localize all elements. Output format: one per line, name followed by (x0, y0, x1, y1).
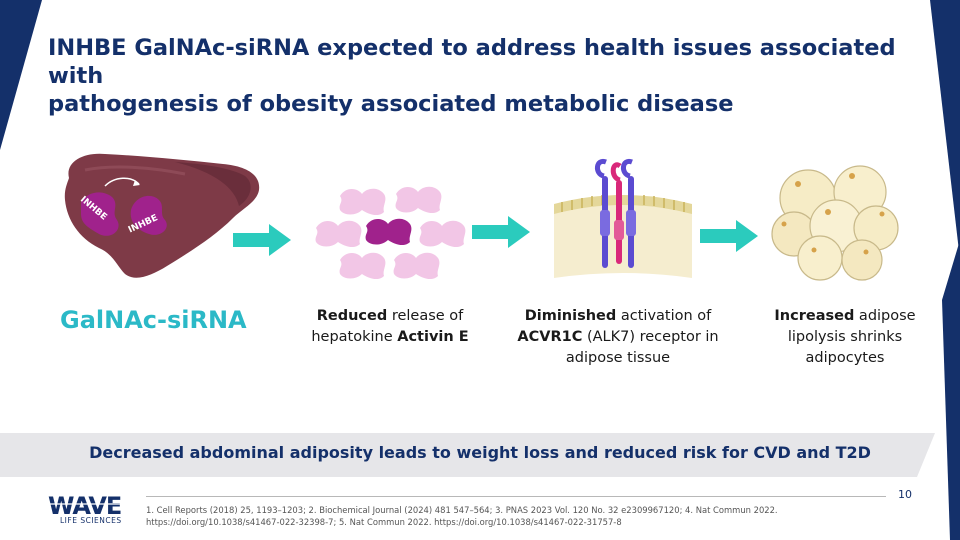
step-1-bold-1: Reduced (316, 308, 388, 324)
footer-divider (146, 496, 886, 497)
page-number: 10 (898, 488, 912, 501)
step-3-text-3: adipocytes (805, 350, 885, 366)
step-2-bold-2: ACVR1C (517, 329, 583, 345)
inhbe-mrna-icon-2: INHBE (127, 195, 167, 236)
conclusion-text: Decreased abdominal adiposity leads to w… (89, 443, 871, 462)
title-line-1: INHBE GalNAc-siRNA expected to address h… (48, 35, 896, 89)
step-1-bold-2: Activin E (397, 329, 469, 345)
step-2-label: Diminished activation of ACVR1C (ALK7) r… (508, 306, 728, 369)
step-2-text-2: (ALK7) receptor in (582, 329, 719, 345)
step-3-label: Increased adipose lipolysis shrinks adip… (760, 306, 930, 369)
slide-title: INHBE GalNAc-siRNA expected to address h… (48, 34, 898, 118)
step-2-text-1: activation of (616, 308, 712, 324)
step-1-text-1: release of (387, 308, 464, 324)
wave-logo: WAVE (48, 492, 134, 518)
step-2-text-3: adipose tissue (565, 350, 671, 366)
arrow-right-icon (700, 220, 758, 252)
receptor-membrane-illustration (554, 158, 692, 278)
step-3-text-2: lipolysis shrinks (787, 329, 903, 345)
corner-decoration-right (930, 0, 960, 540)
references: 1. Cell Reports (2018) 25, 1193–1203; 2.… (146, 505, 778, 527)
step-2-bold-1: Diminished (524, 308, 617, 324)
liver-illustration: INHBE INHBE (64, 153, 260, 278)
adipocyte-cluster-illustration (771, 165, 899, 281)
step-3-bold-1: Increased (774, 308, 855, 324)
arrow-right-icon (472, 216, 530, 248)
step-3-text-1: adipose (854, 308, 916, 324)
inhbe-mrna-icon-1: INHBE (78, 192, 119, 236)
step-1-text-2: hepatokine (311, 329, 398, 345)
activin-protein-icon (315, 186, 466, 280)
arrow-right-icon (233, 224, 291, 256)
galnac-sirna-label: GalNAc-siRNA (60, 306, 247, 334)
conclusion-banner (0, 433, 935, 477)
logo-text: WAVE (48, 492, 121, 518)
step-1-label: Reduced release of hepatokine Activin E (300, 306, 480, 348)
title-line-2: pathogenesis of obesity associated metab… (48, 91, 734, 117)
corner-decoration-left (0, 0, 42, 150)
logo-subtitle: LIFE SCIENCES (60, 516, 122, 525)
